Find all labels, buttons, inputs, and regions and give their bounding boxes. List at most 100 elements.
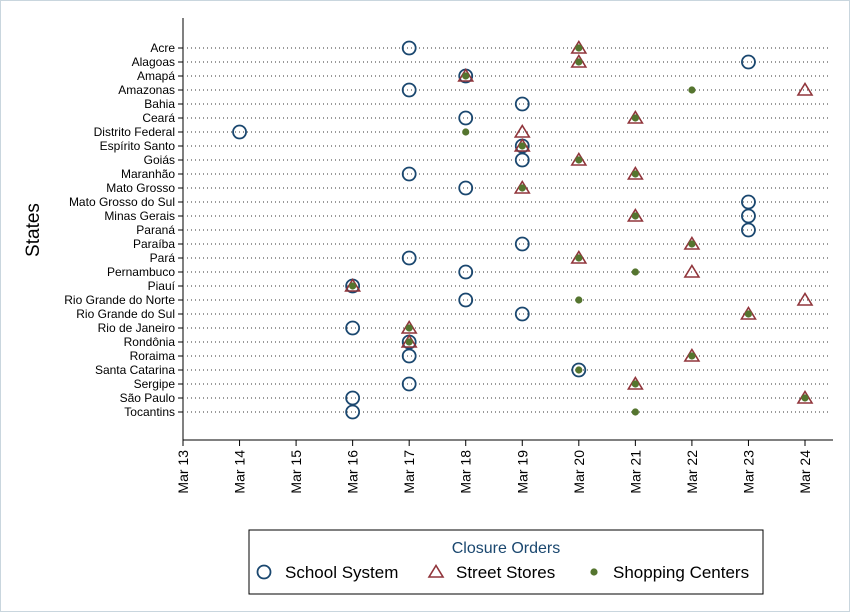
x-tick-label: Mar 18 — [458, 450, 474, 494]
school-system-point — [401, 348, 417, 364]
legend-box — [248, 529, 764, 595]
school-system-point — [401, 250, 417, 266]
school-system-point — [458, 264, 474, 280]
y-tick-label: Rio Grande do Norte — [64, 293, 175, 307]
school-system-point — [401, 376, 417, 392]
y-tick-label: Amapá — [137, 69, 175, 83]
y-tick-label: Paraná — [136, 223, 175, 237]
y-tick-label: Rondônia — [124, 335, 176, 349]
school-system-point — [458, 180, 474, 196]
shopping-centers-point — [575, 156, 583, 164]
shopping-centers-point — [349, 282, 357, 290]
y-tick-label: Ceará — [142, 111, 175, 125]
school-system-point — [401, 166, 417, 182]
shopping-centers-point — [575, 296, 583, 304]
legend-items: School System Street Stores Shopping Cente… — [256, 563, 749, 582]
legend-title: Closure Orders — [452, 540, 560, 557]
legend-street-stores: Street Stores — [427, 563, 555, 582]
school-system-point — [458, 292, 474, 308]
y-tick-label: Sergipe — [134, 377, 176, 391]
shopping-centers-point — [405, 338, 413, 346]
shopping-centers-point — [688, 240, 696, 248]
y-tick-label: Alagoas — [132, 55, 175, 69]
legend-label: School System — [285, 563, 398, 582]
y-tick-label: Mato Grosso — [106, 181, 175, 195]
school-system-point — [741, 54, 756, 70]
x-tick-label: Mar 16 — [345, 450, 361, 494]
x-tick-label: Mar 23 — [740, 450, 756, 494]
shopping-centers-point — [405, 324, 413, 332]
legend-school-system: School System — [256, 563, 398, 582]
school-system-point — [571, 362, 587, 378]
legend-shopping-centers: Shopping Centers — [590, 563, 749, 582]
y-tick-label: Piauí — [148, 279, 176, 293]
y-tick-label: Espírito Santo — [100, 139, 176, 153]
y-tick-label: Minas Gerais — [104, 209, 175, 223]
y-tick-label: Tocantins — [124, 405, 175, 419]
y-tick-label: Goiás — [144, 153, 175, 167]
shopping-centers-point — [631, 114, 639, 122]
y-tick-label: Pará — [150, 251, 176, 265]
y-tick-label: Santa Catarina — [95, 363, 175, 377]
street-stores-point — [513, 123, 531, 138]
x-tick-label: Mar 21 — [627, 450, 643, 494]
shopping-centers-point — [744, 310, 753, 318]
x-tick-label: Mar 24 — [797, 450, 813, 494]
school-system-point — [514, 152, 530, 168]
y-tick-label: Acre — [150, 41, 175, 55]
axes — [178, 18, 833, 446]
x-tick-label: Mar 17 — [401, 450, 417, 494]
x-tick-label: Mar 15 — [288, 450, 304, 494]
y-tick-label: Pernambuco — [107, 265, 175, 279]
filled-dot-icon — [590, 568, 598, 576]
school-system-point — [345, 390, 361, 406]
y-tick-label: Paraíba — [133, 237, 175, 251]
school-system-point — [232, 124, 247, 140]
y-tick-label: Roraima — [130, 349, 176, 363]
shopping-centers-point — [631, 268, 639, 276]
school-system-point — [741, 194, 756, 210]
y-axis-title: States — [23, 203, 44, 257]
street-stores-point — [683, 263, 701, 278]
street-stores-point — [796, 81, 814, 96]
shopping-centers-point — [575, 44, 583, 52]
grid-lines — [187, 47, 828, 413]
data-points — [232, 39, 814, 420]
shopping-centers-point — [631, 170, 639, 178]
hollow-triangle-icon — [427, 563, 445, 578]
shopping-centers-point — [575, 58, 583, 66]
hollow-circle-icon — [256, 564, 272, 580]
legend-label: Street Stores — [456, 563, 555, 582]
shopping-centers-point — [631, 408, 639, 416]
y-tick-label: Rio Grande do Sul — [76, 307, 175, 321]
shopping-centers-point — [575, 366, 583, 374]
school-system-point — [741, 208, 756, 224]
y-tick-label: Amazonas — [118, 83, 175, 97]
school-system-point — [345, 404, 361, 420]
y-tick-labels: AcreAlagoasAmapáAmazonasBahiaCearáDistri… — [64, 41, 175, 419]
shopping-centers-point — [462, 72, 470, 80]
school-system-point — [514, 96, 530, 112]
shopping-centers-point — [688, 352, 696, 360]
legend: Closure Orders School System Street Store… — [248, 529, 764, 595]
school-system-point — [458, 110, 474, 126]
x-tick-label: Mar 20 — [571, 450, 587, 494]
shopping-centers-point — [518, 142, 526, 150]
school-system-point — [741, 222, 756, 238]
x-tick-label: Mar 19 — [514, 450, 530, 494]
legend-label: Shopping Centers — [613, 563, 749, 582]
x-tick-label: Mar 13 — [175, 450, 191, 494]
school-system-point — [514, 236, 530, 252]
x-tick-labels: Mar 13 Mar 14 Mar 15 Mar 16 Mar 17 Mar 18 Mar … — [175, 450, 813, 494]
school-system-point — [514, 306, 530, 322]
y-tick-label: Bahia — [144, 97, 175, 111]
y-tick-label: Maranhão — [121, 167, 175, 181]
y-tick-label: Distrito Federal — [94, 125, 175, 139]
shopping-centers-point — [518, 184, 526, 192]
x-tick-label: Mar 22 — [684, 450, 700, 494]
x-tick-label: Mar 14 — [232, 450, 248, 494]
shopping-centers-point — [631, 380, 639, 388]
shopping-centers-point — [575, 254, 583, 262]
